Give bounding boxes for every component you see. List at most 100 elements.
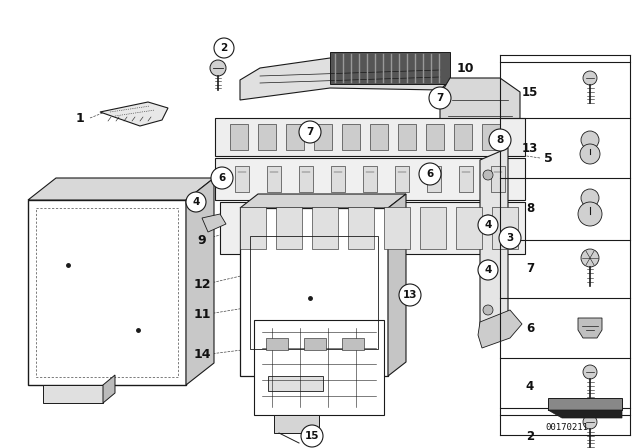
Text: 4: 4 xyxy=(192,197,200,207)
Circle shape xyxy=(478,215,498,235)
Circle shape xyxy=(581,131,599,149)
Text: 8: 8 xyxy=(526,202,534,215)
Text: 3: 3 xyxy=(506,233,514,243)
Bar xyxy=(370,124,388,150)
Polygon shape xyxy=(440,78,520,140)
Circle shape xyxy=(578,202,602,226)
Bar xyxy=(28,200,186,385)
Bar xyxy=(220,202,525,254)
Bar xyxy=(492,207,518,249)
Text: 12: 12 xyxy=(193,279,211,292)
Text: 6: 6 xyxy=(526,323,534,336)
Bar xyxy=(456,207,482,249)
Text: 15: 15 xyxy=(522,86,538,99)
Circle shape xyxy=(580,144,600,164)
Circle shape xyxy=(499,227,521,249)
Circle shape xyxy=(210,60,226,76)
Circle shape xyxy=(581,189,599,207)
Bar xyxy=(268,376,323,391)
Bar xyxy=(427,166,441,192)
Circle shape xyxy=(301,425,323,447)
Polygon shape xyxy=(480,148,508,335)
Circle shape xyxy=(483,215,493,225)
Bar xyxy=(330,52,450,84)
Bar xyxy=(331,166,345,192)
Text: 2: 2 xyxy=(220,43,228,53)
Polygon shape xyxy=(186,178,214,385)
Text: 8: 8 xyxy=(497,135,504,145)
Text: 11: 11 xyxy=(193,309,211,322)
Bar xyxy=(426,124,444,150)
Text: 6: 6 xyxy=(218,173,226,183)
Polygon shape xyxy=(240,194,406,208)
Bar xyxy=(215,158,525,200)
Text: 14: 14 xyxy=(193,349,211,362)
Polygon shape xyxy=(578,318,602,338)
Bar xyxy=(286,124,304,150)
Bar xyxy=(304,338,326,350)
Polygon shape xyxy=(274,415,319,433)
Text: 7: 7 xyxy=(526,263,534,276)
Text: 1: 1 xyxy=(76,112,84,125)
Circle shape xyxy=(583,71,597,85)
Polygon shape xyxy=(202,214,226,232)
Bar xyxy=(314,124,332,150)
Bar xyxy=(384,207,410,249)
Polygon shape xyxy=(388,194,406,376)
Text: 00170211: 00170211 xyxy=(545,423,589,432)
Bar xyxy=(36,208,178,377)
Circle shape xyxy=(483,260,493,270)
Circle shape xyxy=(419,163,441,185)
Bar xyxy=(266,338,288,350)
Bar xyxy=(491,166,505,192)
Polygon shape xyxy=(100,102,168,126)
Circle shape xyxy=(581,249,599,267)
Circle shape xyxy=(483,170,493,180)
Polygon shape xyxy=(103,375,115,403)
Bar xyxy=(398,124,416,150)
Bar xyxy=(363,166,377,192)
Text: 5: 5 xyxy=(543,151,552,164)
Bar xyxy=(254,320,384,415)
Bar xyxy=(395,166,409,192)
Polygon shape xyxy=(548,398,622,410)
Text: 4: 4 xyxy=(526,380,534,393)
Bar xyxy=(420,207,446,249)
Bar xyxy=(250,236,378,349)
Bar xyxy=(276,207,302,249)
Bar xyxy=(342,338,364,350)
Bar xyxy=(299,166,313,192)
Polygon shape xyxy=(28,178,214,200)
Circle shape xyxy=(583,365,597,379)
Text: 7: 7 xyxy=(307,127,314,137)
Text: 10: 10 xyxy=(456,61,474,74)
Polygon shape xyxy=(240,58,450,100)
Bar xyxy=(459,166,473,192)
Bar xyxy=(267,166,281,192)
Bar xyxy=(482,124,500,150)
Circle shape xyxy=(583,415,597,429)
Circle shape xyxy=(478,260,498,280)
Polygon shape xyxy=(43,385,103,403)
Bar xyxy=(235,166,249,192)
Text: 6: 6 xyxy=(426,169,434,179)
Circle shape xyxy=(214,38,234,58)
Polygon shape xyxy=(478,310,522,348)
Bar xyxy=(215,118,525,156)
Bar xyxy=(342,124,360,150)
Text: 7: 7 xyxy=(436,93,444,103)
Text: 15: 15 xyxy=(305,431,319,441)
Text: 13: 13 xyxy=(403,290,417,300)
Bar xyxy=(240,208,388,376)
Circle shape xyxy=(429,87,451,109)
Bar xyxy=(230,124,248,150)
Bar xyxy=(258,124,276,150)
Polygon shape xyxy=(548,410,622,418)
Bar xyxy=(348,207,374,249)
Circle shape xyxy=(186,192,206,212)
Bar xyxy=(312,207,338,249)
Circle shape xyxy=(489,129,511,151)
Circle shape xyxy=(399,284,421,306)
Text: 4: 4 xyxy=(484,220,492,230)
Text: 4: 4 xyxy=(484,265,492,275)
